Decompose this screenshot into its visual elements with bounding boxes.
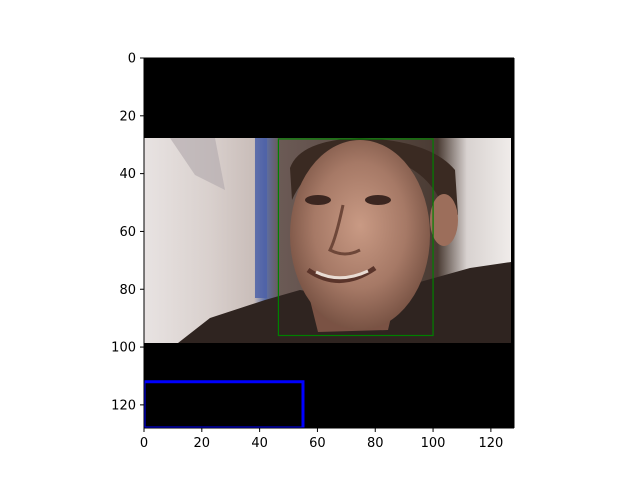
- y-tick-label: 120: [111, 398, 136, 413]
- bounding-boxes: [144, 138, 434, 428]
- x-tick-label: 100: [421, 436, 446, 451]
- y-axis-ticks: 0 20 40 60 80 100 120: [111, 52, 144, 413]
- y-tick-label: 80: [119, 283, 136, 298]
- x-tick-label: 40: [251, 436, 268, 451]
- photo-ear: [430, 194, 458, 246]
- photo-wall-panel: [170, 138, 225, 190]
- photo-left-eye: [305, 195, 331, 205]
- axes: 0 20 40 60 80 100 120 0 20 40 60 80 100 120: [111, 52, 515, 451]
- x-axis-ticks: 0 20 40 60 80 100 120: [140, 428, 503, 451]
- blue-bounding-box: [144, 380, 305, 428]
- x-tick-label: 80: [367, 436, 384, 451]
- axes-spines: [143, 57, 515, 429]
- photo-mouth: [306, 265, 377, 283]
- photo: [144, 138, 511, 343]
- x-tick-label: 60: [309, 436, 326, 451]
- x-tick-label: 0: [140, 436, 148, 451]
- y-tick-label: 0: [128, 52, 136, 67]
- photo-nose: [328, 204, 361, 256]
- photo-face: [290, 140, 430, 330]
- y-tick-label: 40: [119, 167, 136, 182]
- face-bounding-box: [277, 138, 434, 337]
- y-tick-label: 20: [119, 109, 136, 124]
- y-tick-label: 60: [119, 225, 136, 240]
- x-tick-label: 120: [478, 436, 503, 451]
- x-tick-label: 20: [194, 436, 211, 451]
- y-tick-label: 100: [111, 341, 136, 356]
- photo-blue-stripe: [255, 138, 267, 298]
- photo-teeth: [315, 269, 369, 280]
- photo-right-eye: [365, 195, 391, 205]
